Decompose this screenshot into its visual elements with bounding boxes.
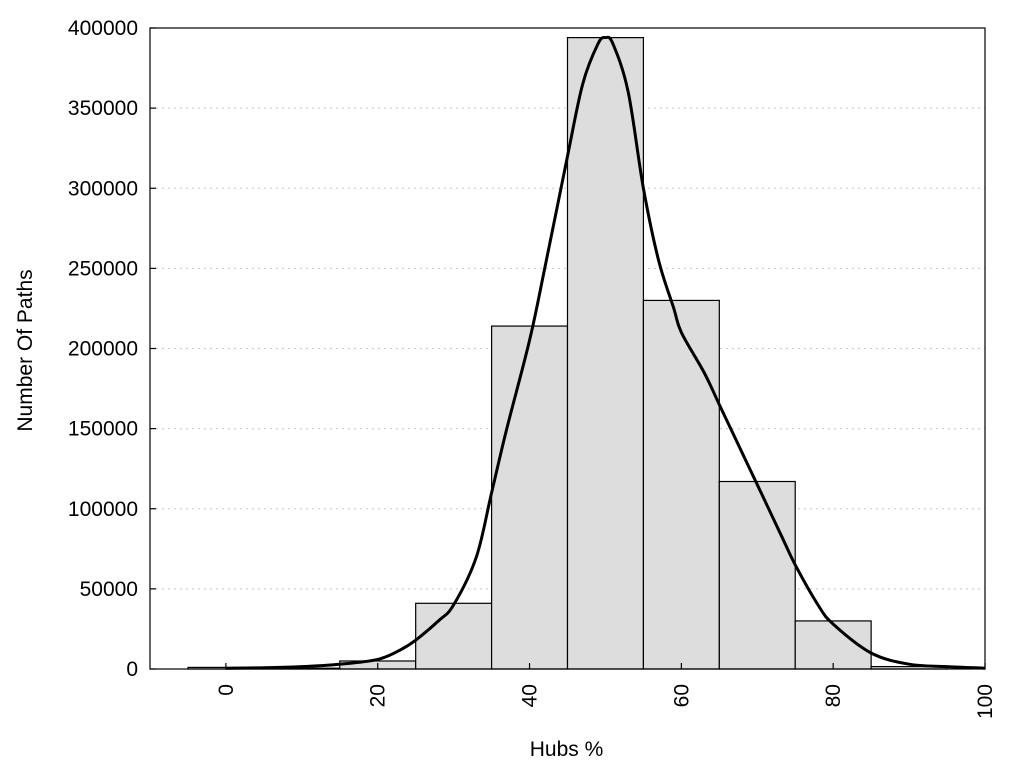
x-tick-label: 100	[974, 684, 997, 719]
x-tick-label: 80	[822, 684, 845, 707]
y-tick-label: 150000	[68, 418, 138, 441]
y-tick-label: 250000	[68, 257, 138, 280]
density-curve	[225, 35, 986, 670]
x-axis-label: Hubs %	[530, 738, 604, 761]
y-tick-label: 350000	[68, 97, 138, 120]
y-tick-label: 0	[126, 658, 138, 681]
y-tick-label: 100000	[68, 498, 138, 521]
axes: 0 50000 100000 150000 200000 250000 300000 3500…	[68, 17, 997, 719]
y-tick-label: 50000	[80, 578, 138, 601]
x-tick-label: 40	[519, 684, 542, 707]
histogram-bar	[718, 480, 796, 670]
histogram-bar	[642, 299, 720, 670]
x-tick-label: 0	[215, 684, 238, 696]
y-tick-label: 400000	[68, 17, 138, 40]
y-axis-label: Number Of Paths	[14, 269, 37, 431]
x-tick-label: 20	[367, 684, 390, 707]
y-tick-label: 200000	[68, 338, 138, 361]
density-curve-line	[225, 35, 986, 670]
bars	[187, 37, 948, 670]
histogram-bar	[415, 602, 493, 670]
histogram-bar	[490, 325, 569, 670]
histogram-bar	[566, 37, 645, 670]
y-tick-label: 300000	[68, 177, 138, 200]
grid-lines	[150, 107, 985, 590]
x-tick-label: 60	[670, 684, 693, 707]
